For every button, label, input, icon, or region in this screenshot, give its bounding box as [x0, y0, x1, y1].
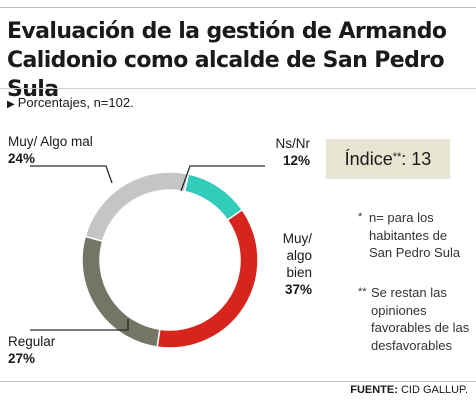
index-stars: **: [392, 151, 402, 163]
subtitle-text: Porcentajes, n=102.: [17, 95, 134, 110]
footnote-index: ** Se restan las opiniones favorables de …: [358, 284, 470, 354]
top-divider: [0, 7, 476, 8]
footnote-index-text: Se restan las opiniones favorables de la…: [371, 285, 470, 353]
label-muy-algo-bien: Muy/ algo bien 37%: [270, 230, 312, 298]
donut-slices: [81, 171, 259, 349]
label-ns-nr: Ns/Nr 12%: [250, 135, 311, 169]
slice-name-regular: Regular: [8, 334, 56, 349]
slice-value-regular: 27%: [8, 351, 36, 366]
bottom-divider: [0, 381, 476, 382]
label-regular: Regular 27%: [8, 333, 55, 367]
footnote-sample-text: n= para los habitantes de San Pedro Sula: [369, 210, 461, 260]
index-badge: Índice **: 13: [326, 139, 450, 179]
chart-subtitle: ▶ Porcentajes, n=102.: [7, 95, 134, 110]
slice-name-muy-algo-bien: Muy/ algo bien: [282, 231, 312, 280]
chart-title: Evaluación de la gestión de Armando Cali…: [7, 19, 447, 102]
leader-lines: [30, 165, 265, 331]
slice-value-muy-algo-mal: 24%: [8, 151, 36, 166]
subtitle-divider: [0, 88, 476, 89]
footnote-double-star: **: [358, 286, 367, 298]
slice-value-ns-nr: 12%: [282, 153, 310, 168]
footnote-sample: * n= para los habitantes de San Pedro Sul…: [358, 209, 470, 262]
slice-muy-algo-bien: [156, 208, 259, 349]
source-text: CID GALLUP.: [397, 384, 468, 396]
slice-name-muy-algo-mal: Muy/ Algo mal: [8, 134, 93, 149]
footnote-star: *: [358, 211, 363, 223]
slice-muy-algo-mal: [84, 171, 190, 243]
label-muy-algo-mal: Muy/ Algo mal 24%: [8, 133, 93, 167]
leader-muy-algo-mal: [30, 165, 113, 184]
leader-regular: [30, 319, 129, 331]
triangle-bullet-icon: ▶: [7, 99, 15, 110]
slice-value-muy-algo-bien: 37%: [284, 282, 312, 297]
source-label: FUENTE:: [350, 384, 398, 396]
index-label: Índice: [344, 148, 393, 169]
source-credit: FUENTE: CID GALLUP.: [350, 384, 468, 396]
leader-ns-nr: [180, 165, 265, 192]
slice-ns-nr: [183, 173, 244, 222]
slice-name-ns-nr: Ns/Nr: [275, 136, 311, 151]
index-value: : 13: [401, 148, 432, 169]
